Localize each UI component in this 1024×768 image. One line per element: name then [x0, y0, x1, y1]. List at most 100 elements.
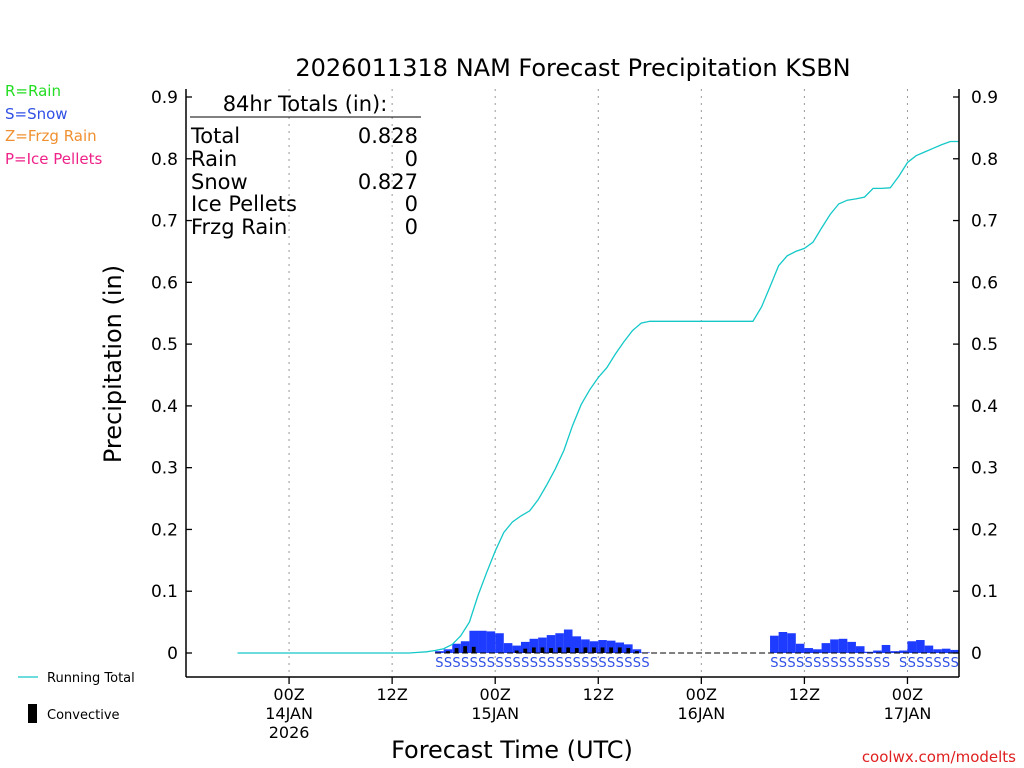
running-total-legend-label: Running Total — [47, 671, 135, 686]
snow-marker-hour-34: S — [521, 656, 529, 671]
convective-bar-hour-44 — [609, 647, 614, 653]
snow-bar-hour-40 — [572, 636, 582, 653]
snow-bar-hour-72 — [847, 641, 856, 653]
x-axis-label: Forecast Time (UTC) — [391, 736, 633, 764]
running-total-line — [237, 140, 959, 654]
snow-bar-hour-66 — [795, 643, 805, 653]
snow-marker-hour-24: S — [435, 656, 443, 671]
snow-bar-hour-64 — [778, 631, 788, 653]
snow-marker-hour-28: S — [470, 656, 478, 671]
snow-bar-hour-76 — [881, 644, 891, 653]
left-y-tick-label-4: 0.4 — [151, 397, 178, 417]
snow-marker-hour-82: S — [933, 656, 941, 671]
snow-marker-hour-64: S — [779, 656, 787, 671]
right-y-tick-label-5: 0.5 — [971, 335, 998, 355]
convective-legend-label: Convective — [47, 708, 120, 723]
snow-marker-hour-65: S — [787, 656, 795, 671]
left-y-tick-label-1: 0.1 — [151, 582, 178, 602]
left-y-tick-label-0: 0 — [167, 644, 178, 664]
chart-title: 2026011318 NAM Forecast Precipitation KS… — [295, 54, 850, 82]
totals-value-total: 0.828 — [358, 124, 418, 148]
convective-bar-hour-33 — [514, 650, 519, 653]
x-tick-label-3-line-1: 12Z — [583, 685, 614, 704]
right-y-tick-label-2: 0.2 — [971, 520, 998, 540]
snow-marker-hour-76: S — [882, 656, 890, 671]
snow-marker-hour-46: S — [624, 656, 632, 671]
snow-marker-hour-70: S — [830, 656, 838, 671]
snow-marker-hour-26: S — [452, 656, 460, 671]
plot-axes — [185, 89, 960, 678]
x-tick-label-0-line-3: 2026 — [269, 723, 310, 742]
snow-bar-hour-79 — [907, 641, 917, 653]
right-y-tick-label-7: 0.7 — [971, 212, 998, 232]
snow-marker-hour-83: S — [942, 656, 950, 671]
snow-marker-hour-73: S — [856, 656, 864, 671]
snow-bar-hour-78 — [898, 650, 908, 653]
snow-marker-hour-75: S — [873, 656, 881, 671]
convective-bar-hour-38 — [557, 647, 562, 653]
x-tick-label-6-line-2: 17JAN — [884, 704, 932, 723]
convective-bar-hour-37 — [549, 648, 553, 653]
snow-marker-hour-45: S — [616, 656, 624, 671]
snow-bar-hour-31 — [495, 633, 504, 653]
snow-bar-hour-80 — [916, 640, 925, 653]
snow-bar-hour-43 — [598, 640, 607, 653]
snow-marker-hour-63: S — [770, 656, 778, 671]
snow-marker-hour-25: S — [444, 656, 452, 671]
right-y-tick-label-9: 0.9 — [971, 88, 998, 108]
snow-bar-hour-29 — [478, 630, 487, 653]
snow-marker-hour-74: S — [865, 656, 873, 671]
snow-marker-hour-66: S — [796, 656, 804, 671]
left-y-tick-label-5: 0.5 — [151, 335, 178, 355]
snow-bar-hour-37 — [546, 635, 556, 653]
snow-marker-hour-41: S — [581, 656, 589, 671]
x-tick-label-5-line-1: 12Z — [789, 685, 820, 704]
legend-rain: R=Rain — [5, 82, 61, 100]
totals-label-snow: Snow — [191, 170, 248, 194]
snow-bar-hour-24 — [435, 651, 444, 653]
series-legend: Running Total Convective — [18, 671, 135, 723]
snow-bar-hour-84 — [950, 649, 959, 653]
snow-marker-hour-48: S — [641, 656, 649, 671]
right-y-tick-label-6: 0.6 — [971, 273, 998, 293]
snow-marker-hour-78: S — [899, 656, 907, 671]
left-y-tick-label-7: 0.7 — [151, 212, 178, 232]
snow-bar-hour-67 — [804, 648, 813, 653]
convective-bar-hour-41 — [583, 647, 588, 653]
y-axis-label: Precipitation (in) — [99, 265, 127, 463]
snow-marker-hour-67: S — [805, 656, 813, 671]
running-total-series — [237, 140, 959, 654]
axis-ticks: 0 00.1 0.10.2 0.20.3 0.30.4 0.40.5 0.50.6 0.60.… — [151, 88, 998, 742]
convective-bar-hour-36 — [540, 647, 545, 653]
totals-value-ice-pellets: 0 — [405, 192, 418, 216]
totals-value-snow: 0.827 — [358, 170, 418, 194]
x-tick-label-4-line-2: 16JAN — [677, 704, 725, 723]
snow-bar-hour-41 — [581, 639, 590, 653]
snow-bar-hour-74 — [864, 651, 874, 653]
x-tick-label-2-line-1: 00Z — [480, 685, 511, 704]
snow-marker-hour-33: S — [513, 656, 521, 671]
snow-marker-hour-31: S — [495, 656, 503, 671]
snow-marker-hour-37: S — [547, 656, 555, 671]
snow-bar-hour-83 — [941, 648, 951, 653]
snow-bar-hour-75 — [873, 650, 882, 653]
totals-label-total: Total — [190, 124, 240, 148]
convective-bar-hour-40 — [574, 648, 579, 653]
snow-bar-hour-38 — [555, 633, 564, 653]
right-y-tick-label-3: 0.3 — [971, 459, 998, 479]
snow-marker-hour-80: S — [916, 656, 924, 671]
totals-label-frzg-rain: Frzg Rain — [191, 215, 287, 239]
snow-marker-hour-29: S — [478, 656, 486, 671]
x-tick-label-0-line-2: 14JAN — [265, 704, 313, 723]
snow-marker-hour-69: S — [822, 656, 830, 671]
x-tick-label-1-line-1: 12Z — [376, 685, 407, 704]
convective-legend-swatch — [28, 704, 37, 723]
left-y-tick-label-2: 0.2 — [151, 520, 178, 540]
snow-bar-hour-82 — [933, 649, 942, 653]
snow-marker-hour-47: S — [633, 656, 641, 671]
right-y-tick-label-4: 0.4 — [971, 397, 998, 417]
x-tick-label-4-line-1: 00Z — [686, 685, 717, 704]
snow-bar-hour-35 — [529, 638, 539, 653]
